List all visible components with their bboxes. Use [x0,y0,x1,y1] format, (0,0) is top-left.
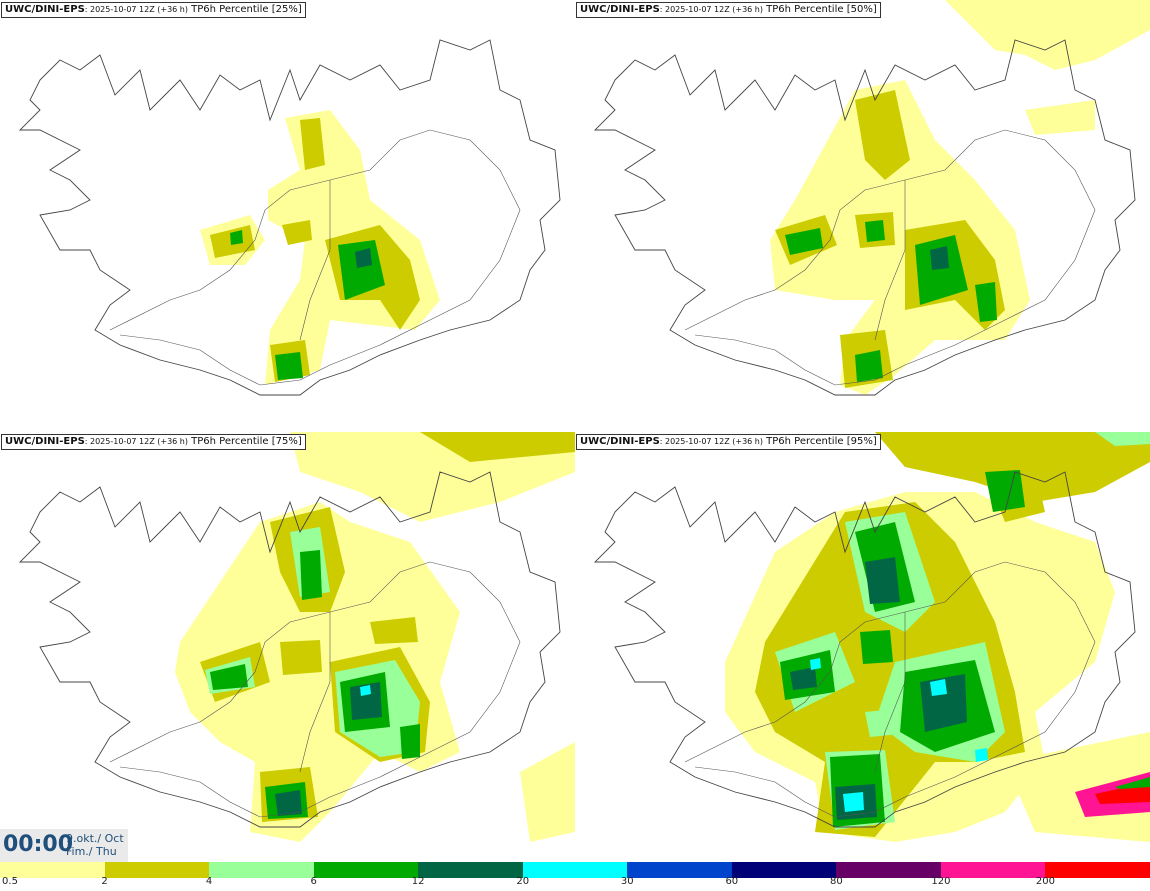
precip-map [593,432,1150,842]
panel-title: UWC/DINI-EPS: 2025-10-07 12Z (+36 h) TP6… [1,434,306,450]
valid-time-date: 9.okt./ Oct Fim./ Thu [66,832,124,858]
percentile-label: TP6h Percentile [95%] [762,436,877,447]
colorbar-tick-label: 4 [205,876,213,887]
road-network [109,129,521,386]
colorbar-segment [522,862,628,878]
colorbar-segment [1045,862,1150,878]
colorbar-segment [209,862,314,878]
colorbar-tick-label: 30 [620,876,634,887]
precip-map [18,39,561,396]
precip-contours [725,432,1150,842]
run-info: : 2025-10-07 12Z (+36 h) [84,5,188,14]
colorbar-tick-label: 20 [516,876,530,887]
colorbar-tick-label: 120 [931,876,951,887]
map-panel-p25: UWC/DINI-EPS: 2025-10-07 12Z (+36 h) TP6… [0,0,575,432]
percentile-label: TP6h Percentile [25%] [187,4,302,15]
map-panel-p50: UWC/DINI-EPS: 2025-10-07 12Z (+36 h) TP6… [575,0,1150,432]
run-info: : 2025-10-07 12Z (+36 h) [659,437,763,446]
precip-colorbar [0,862,1150,878]
colorbar-segment [836,862,941,878]
model-source: UWC/DINI-EPS [5,4,85,15]
colorbar-segment [0,862,105,878]
road-network [684,129,1096,386]
colorbar-segment [731,862,837,878]
model-source: UWC/DINI-EPS [5,436,85,447]
colorbar-segment [104,862,210,878]
precip-map [18,432,575,842]
colorbar-segment [940,862,1046,878]
run-info: : 2025-10-07 12Z (+36 h) [659,5,763,14]
colorbar-tick-label: 0.5 [2,876,18,887]
precip-contours [175,432,575,842]
colorbar-segment [418,862,523,878]
colorbar-tick-label: 80 [829,876,843,887]
percentile-label: TP6h Percentile [75%] [187,436,302,447]
valid-date: 9.okt./ Oct [66,832,124,845]
precip-map [593,0,1150,396]
valid-day: Fim./ Thu [66,845,117,858]
coastline [593,39,1136,396]
colorbar-tick-label: 200 [1035,876,1055,887]
percentile-label: TP6h Percentile [50%] [762,4,877,15]
precip-contours [200,110,440,385]
valid-time-clock: 00:00 [3,832,74,857]
road-network [109,561,521,818]
colorbar-segment [627,862,732,878]
panel-title: UWC/DINI-EPS: 2025-10-07 12Z (+36 h) TP6… [576,434,881,450]
coastline [18,39,561,396]
run-info: : 2025-10-07 12Z (+36 h) [84,437,188,446]
model-source: UWC/DINI-EPS [580,4,660,15]
precip-contours [770,0,1150,395]
colorbar-labels: 0.5 2 4 6 12 20 30 60 80 120 200 [0,876,1150,890]
coastline [593,471,1136,828]
map-panel-p95: UWC/DINI-EPS: 2025-10-07 12Z (+36 h) TP6… [575,432,1150,862]
road-network [684,561,1096,818]
colorbar-segment [313,862,419,878]
valid-time-box: 00:00 9.okt./ Oct Fim./ Thu [0,829,128,862]
model-source: UWC/DINI-EPS [580,436,660,447]
map-panel-p75: UWC/DINI-EPS: 2025-10-07 12Z (+36 h) TP6… [0,432,575,864]
colorbar-tick-label: 2 [101,876,108,887]
colorbar-tick-label: 6 [310,876,317,887]
panel-title: UWC/DINI-EPS: 2025-10-07 12Z (+36 h) TP6… [1,2,306,18]
colorbar-tick-label: 12 [411,876,425,887]
panel-title: UWC/DINI-EPS: 2025-10-07 12Z (+36 h) TP6… [576,2,881,18]
colorbar-tick-label: 60 [725,876,739,887]
coastline [18,471,561,828]
